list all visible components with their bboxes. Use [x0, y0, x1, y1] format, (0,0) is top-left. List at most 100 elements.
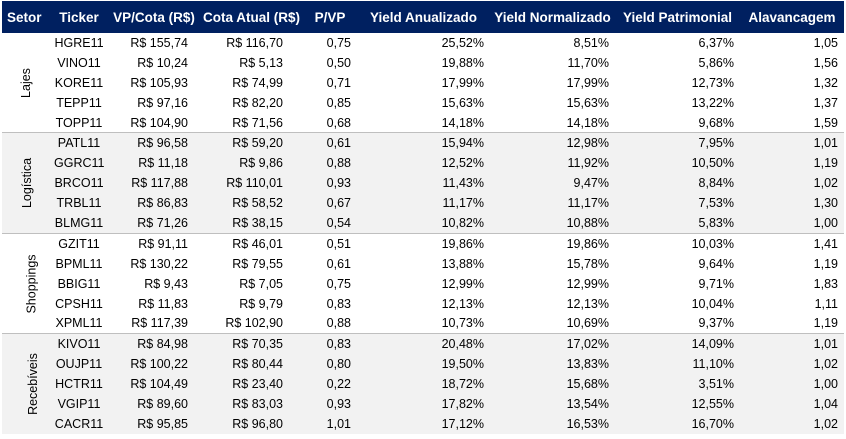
- yield-normalizado-cell: 16,53%: [490, 413, 615, 434]
- ticker-cell: PATL11: [50, 132, 108, 154]
- header-yield-patrimonial[interactable]: Yield Patrimonial: [615, 1, 740, 33]
- vp-cota-cell: R$ 95,85: [108, 413, 200, 434]
- yield-normalizado-cell: 12,98%: [490, 132, 615, 154]
- vp-cota-cell: R$ 96,58: [108, 132, 200, 154]
- header-yield-anualizado[interactable]: Yield Anualizado: [357, 1, 490, 33]
- yield-anualizado-cell: 10,82%: [357, 213, 490, 234]
- vp-cota-cell: R$ 10,24: [137, 55, 188, 70]
- cota-atual-cell: R$ 79,55: [232, 256, 283, 271]
- alavancagem-cell: 1,02: [740, 413, 844, 434]
- sector-label-cell: Logística: [2, 132, 50, 234]
- table-row: CACR11 R$ 95,85 R$ 96,80 1,01 17,12% 16,53% 16…: [2, 413, 844, 434]
- yield-normalizado-cell: 19,86%: [490, 232, 615, 254]
- ticker-cell: KORE11: [54, 75, 104, 90]
- yield-anualizado-cell: 25,52%: [441, 35, 484, 50]
- header-pvp[interactable]: P/VP: [303, 1, 357, 33]
- ticker-cell: BBIG11: [57, 276, 101, 291]
- yield-patrimonial-cell: 7,95%: [615, 132, 740, 154]
- table-row: XPML11 R$ 117,39 R$ 102,90 0,88 10,73% 10,69%…: [2, 313, 844, 333]
- yield-normalizado-cell: 17,99%: [566, 75, 609, 90]
- table-row: TEPP11 R$ 97,16 R$ 82,20 0,85 15,63% 15,63% 13…: [2, 93, 844, 113]
- alavancagem-cell: 1,00: [740, 213, 844, 234]
- ticker-cell: VGIP11: [50, 394, 108, 414]
- table-row: BRCO11 R$ 117,88 R$ 110,01 0,93 11,43% 9,47% 8…: [2, 173, 844, 194]
- alavancagem-cell: 1,41: [740, 232, 844, 254]
- cota-atual-cell: R$ 59,20: [200, 132, 303, 154]
- yield-normalizado-cell: 12,99%: [566, 276, 609, 291]
- alavancagem-cell: 1,11: [814, 296, 838, 311]
- ticker-cell: VINO11: [57, 55, 101, 70]
- alavancagem-cell: 1,19: [740, 153, 844, 174]
- vp-cota-cell: R$ 11,18: [108, 153, 200, 174]
- cota-atual-cell: R$ 96,80: [200, 413, 303, 434]
- yield-normalizado-cell: 11,92%: [490, 153, 615, 174]
- alavancagem-cell: 1,01: [740, 333, 844, 355]
- cota-atual-cell: R$ 58,52: [200, 193, 303, 214]
- yield-patrimonial-cell: 5,86%: [698, 55, 734, 70]
- yield-patrimonial-cell: 3,51%: [615, 374, 740, 395]
- yield-normalizado-cell: 14,18%: [566, 115, 609, 130]
- yield-anualizado-cell: 20,48%: [357, 333, 490, 355]
- alavancagem-cell: 1,83: [813, 276, 838, 291]
- ticker-cell: CPSH11: [55, 296, 103, 311]
- yield-patrimonial-cell: 10,50%: [615, 153, 740, 174]
- yield-patrimonial-cell: 13,22%: [691, 95, 734, 110]
- ticker-cell: TEPP11: [56, 95, 102, 110]
- yield-anualizado-cell: 17,12%: [357, 413, 490, 434]
- ticker-cell: HGRE11: [54, 35, 104, 50]
- alavancagem-cell: 1,19: [813, 256, 838, 271]
- cota-atual-cell: R$ 82,20: [232, 95, 283, 110]
- alavancagem-cell: 1,59: [813, 115, 838, 130]
- header-vp-cota[interactable]: VP/Cota (R$): [108, 1, 200, 33]
- ticker-cell: CACR11: [50, 413, 108, 434]
- alavancagem-cell: 1,00: [740, 374, 844, 395]
- yield-normalizado-cell: 13,54%: [490, 394, 615, 414]
- pvp-cell: 0,67: [303, 193, 357, 214]
- table-row: KORE11 R$ 105,93 R$ 74,99 0,71 17,99% 17,99% 1…: [2, 73, 844, 93]
- yield-patrimonial-cell: 16,70%: [615, 413, 740, 434]
- header-setor[interactable]: Setor: [2, 1, 50, 33]
- table-row: OUJP11 R$ 100,22 R$ 80,44 0,80 19,50% 13,83% 1…: [2, 354, 844, 375]
- yield-normalizado-cell: 8,51%: [573, 35, 609, 50]
- cota-atual-cell: R$ 7,05: [239, 276, 283, 291]
- sector-label-cell: Recebíveis: [2, 333, 50, 434]
- ticker-cell: BPML11: [55, 256, 103, 271]
- cota-atual-cell: R$ 23,40: [200, 374, 303, 395]
- cota-atual-cell: R$ 38,15: [200, 213, 303, 234]
- vp-cota-cell: R$ 97,16: [137, 95, 188, 110]
- pvp-cell: 0,93: [303, 173, 357, 194]
- cota-atual-cell: R$ 83,03: [200, 394, 303, 414]
- pvp-cell: 0,80: [303, 354, 357, 375]
- yield-anualizado-cell: 18,72%: [357, 374, 490, 395]
- header-yield-normalizado[interactable]: Yield Normalizado: [490, 1, 615, 33]
- yield-anualizado-cell: 11,43%: [357, 173, 490, 194]
- header-ticker[interactable]: Ticker: [50, 1, 108, 33]
- ticker-cell: TRBL11: [50, 193, 108, 214]
- vp-cota-cell: R$ 84,98: [108, 333, 200, 355]
- sector-label: Recebíveis: [25, 353, 40, 415]
- vp-cota-cell: R$ 100,22: [108, 354, 200, 375]
- yield-anualizado-cell: 17,99%: [441, 75, 484, 90]
- ticker-cell: BRCO11: [50, 173, 108, 194]
- yield-anualizado-cell: 14,18%: [441, 115, 484, 130]
- alavancagem-cell: 1,02: [740, 354, 844, 375]
- pvp-cell: 0,88: [326, 316, 351, 331]
- table-row: Logística PATL11 R$ 96,58 R$ 59,20 0,61 15,94…: [2, 132, 844, 234]
- table-row: TRBL11 R$ 86,83 R$ 58,52 0,67 11,17% 11,17% 7,…: [2, 193, 844, 214]
- table-row: BBIG11 R$ 9,43 R$ 7,05 0,75 12,99% 12,99% 9,71…: [2, 274, 844, 294]
- ticker-cell: XPML11: [55, 316, 103, 331]
- cota-atual-cell: R$ 74,99: [232, 75, 283, 90]
- header-cota-atual[interactable]: Cota Atual (R$): [200, 1, 303, 33]
- pvp-cell: 0,85: [326, 95, 351, 110]
- pvp-cell: 0,75: [326, 35, 351, 50]
- cota-atual-cell: R$ 102,90: [225, 316, 283, 331]
- alavancagem-cell: 1,56: [813, 55, 838, 70]
- vp-cota-cell: R$ 89,60: [108, 394, 200, 414]
- table-body: Lajes HGRE11 R$ 155,74 R$ 116,70 0,75 25,52% 8…: [2, 33, 844, 434]
- header-alavancagem[interactable]: Alavancagem: [740, 1, 844, 33]
- yield-normalizado-cell: 11,70%: [567, 55, 609, 70]
- yield-patrimonial-cell: 9,68%: [698, 115, 734, 130]
- pvp-cell: 0,54: [303, 213, 357, 234]
- vp-cota-cell: R$ 104,49: [108, 374, 200, 395]
- pvp-cell: 0,71: [326, 75, 351, 90]
